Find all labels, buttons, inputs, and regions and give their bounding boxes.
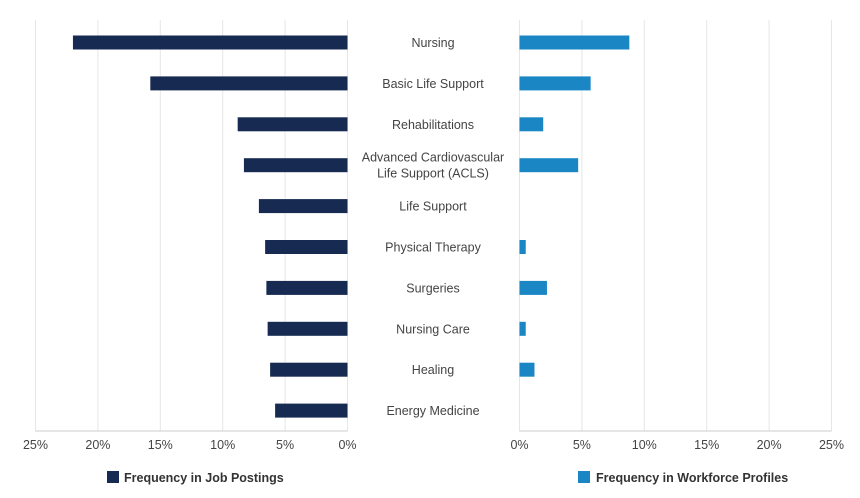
category-label: Advanced Cardiovascular Life Support (ACL… <box>362 151 504 181</box>
job-postings-bar <box>72 35 348 50</box>
category-label-line: Physical Therapy <box>385 241 481 255</box>
left-tick-label: 0% <box>338 438 356 452</box>
workforce-profiles-bar <box>519 76 591 91</box>
right-tick-label: 0% <box>510 438 528 452</box>
category-label: Surgeries <box>406 281 460 295</box>
category-label: Rehabilitations <box>392 118 474 132</box>
category-label-line: Energy Medicine <box>386 404 479 418</box>
axis-layer: 25% 20% 15% 10% 5% 0% 0% 5% 10% 15% 20% 25% <box>23 430 844 452</box>
right-tick-label: 10% <box>632 438 657 452</box>
job-postings-bar <box>275 403 348 418</box>
category-label-line: Life Support (ACLS) <box>377 167 489 181</box>
legend-swatch-job-postings <box>107 471 119 483</box>
category-label-line: Surgeries <box>406 281 460 295</box>
workforce-profiles-bar <box>519 117 544 132</box>
category-label: Energy Medicine <box>386 404 479 418</box>
category-labels: Nursing Basic Life Support Rehabilitations… <box>362 36 504 418</box>
workforce-profiles-bar <box>519 362 535 377</box>
category-label-line: Advanced Cardiovascular <box>362 151 504 165</box>
right-tick-label: 15% <box>694 438 719 452</box>
category-label: Physical Therapy <box>385 241 481 255</box>
right-tick-label: 5% <box>573 438 591 452</box>
category-label: Basic Life Support <box>382 77 484 91</box>
left-tick-label: 20% <box>85 438 110 452</box>
legend-label-workforce-profiles: Frequency in Workforce Profiles <box>596 471 788 485</box>
category-label-line: Rehabilitations <box>392 118 474 132</box>
legend-swatch-workforce-profiles <box>578 471 590 483</box>
workforce-profiles-bar <box>519 240 526 254</box>
workforce-profiles-bar <box>519 158 579 173</box>
legend-label-job-postings: Frequency in Job Postings <box>124 471 284 485</box>
category-label: Life Support <box>399 200 467 214</box>
category-label: Healing <box>412 363 454 377</box>
right-tick-label: 20% <box>757 438 782 452</box>
job-postings-bar <box>267 321 348 336</box>
category-label: Nursing <box>411 36 454 50</box>
left-tick-label: 5% <box>276 438 294 452</box>
category-label-line: Healing <box>412 363 454 377</box>
right-tick-label: 25% <box>819 438 844 452</box>
category-label-line: Nursing Care <box>396 322 470 336</box>
workforce-profiles-bar <box>519 35 630 50</box>
category-label-line: Basic Life Support <box>382 77 484 91</box>
left-tick-label: 15% <box>148 438 173 452</box>
category-label-line: Life Support <box>399 200 467 214</box>
job-postings-bar <box>270 362 348 377</box>
job-postings-bar <box>150 76 348 91</box>
left-tick-label: 10% <box>210 438 235 452</box>
legend: Frequency in Job Postings Frequency in Wo… <box>107 471 788 485</box>
job-postings-bar <box>265 240 348 254</box>
job-postings-bar <box>243 158 348 173</box>
job-postings-bar <box>266 280 348 295</box>
workforce-profiles-bar <box>519 321 526 336</box>
left-tick-label: 25% <box>23 438 48 452</box>
bar-layer <box>72 35 630 418</box>
job-postings-bar <box>258 199 348 214</box>
category-label: Nursing Care <box>396 322 470 336</box>
job-postings-bar <box>237 117 348 132</box>
category-label-line: Nursing <box>411 36 454 50</box>
workforce-profiles-bar <box>519 280 547 295</box>
